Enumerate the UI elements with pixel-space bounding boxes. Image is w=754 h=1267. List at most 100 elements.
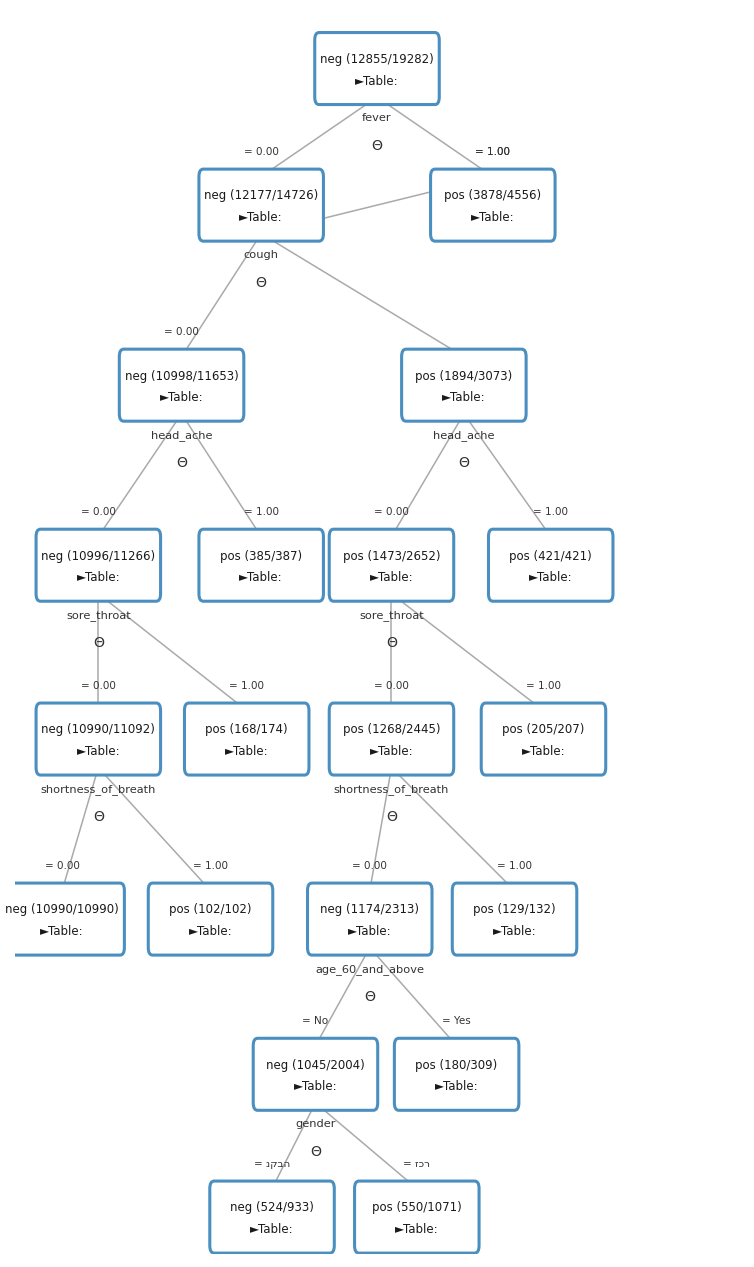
Text: pos (1268/2445): pos (1268/2445) — [343, 723, 440, 736]
Text: ►Table:: ►Table: — [471, 212, 515, 224]
Text: pos (421/421): pos (421/421) — [510, 550, 592, 563]
FancyBboxPatch shape — [308, 883, 432, 955]
FancyBboxPatch shape — [36, 703, 161, 775]
Text: pos (550/1071): pos (550/1071) — [372, 1201, 461, 1215]
Text: pos (129/132): pos (129/132) — [474, 903, 556, 916]
Text: = 1.00: = 1.00 — [229, 680, 264, 691]
Text: = 1.00: = 1.00 — [526, 680, 561, 691]
Text: head_ache: head_ache — [433, 430, 495, 441]
Text: pos (180/309): pos (180/309) — [415, 1059, 498, 1072]
Text: ►Table:: ►Table: — [369, 571, 413, 584]
FancyBboxPatch shape — [0, 883, 124, 955]
Text: ►Table:: ►Table: — [522, 745, 566, 758]
Text: pos (1894/3073): pos (1894/3073) — [415, 370, 513, 383]
FancyBboxPatch shape — [481, 703, 605, 775]
FancyBboxPatch shape — [314, 33, 440, 105]
Text: neg (10990/11092): neg (10990/11092) — [41, 723, 155, 736]
Text: ►Table:: ►Table: — [293, 1081, 337, 1093]
Text: = 1.00: = 1.00 — [475, 147, 510, 157]
Text: = 0.00: = 0.00 — [374, 507, 409, 517]
Text: = 0.00: = 0.00 — [164, 327, 199, 337]
Text: pos (168/174): pos (168/174) — [205, 723, 288, 736]
Text: ►Table:: ►Table: — [239, 571, 283, 584]
Text: ►Table:: ►Table: — [239, 212, 283, 224]
Text: ►Table:: ►Table: — [225, 745, 268, 758]
Text: neg (1174/2313): neg (1174/2313) — [320, 903, 419, 916]
Text: pos (102/102): pos (102/102) — [169, 903, 252, 916]
FancyBboxPatch shape — [354, 1181, 479, 1253]
Text: = 1.00: = 1.00 — [193, 860, 228, 870]
Text: sore_throat: sore_throat — [359, 609, 424, 621]
Text: neg (12177/14726): neg (12177/14726) — [204, 190, 318, 203]
Text: ►Table:: ►Table: — [250, 1223, 294, 1237]
Text: ►Table:: ►Table: — [355, 75, 399, 87]
Text: neg (10998/11653): neg (10998/11653) — [124, 370, 238, 383]
Text: ►Table:: ►Table: — [492, 925, 536, 938]
Text: Θ: Θ — [93, 636, 104, 650]
Text: ►Table:: ►Table: — [442, 392, 486, 404]
Text: = 0.00: = 0.00 — [81, 680, 116, 691]
Text: ►Table:: ►Table: — [188, 925, 232, 938]
Text: pos (385/387): pos (385/387) — [220, 550, 302, 563]
Text: pos (3878/4556): pos (3878/4556) — [444, 190, 541, 203]
FancyBboxPatch shape — [489, 530, 613, 602]
Text: = 0.00: = 0.00 — [374, 680, 409, 691]
Text: neg (524/933): neg (524/933) — [230, 1201, 314, 1215]
Text: = No: = No — [302, 1016, 329, 1026]
Text: ►Table:: ►Table: — [395, 1223, 439, 1237]
Text: sore_throat: sore_throat — [66, 609, 130, 621]
Text: ►Table:: ►Table: — [435, 1081, 479, 1093]
Text: = 0.00: = 0.00 — [244, 147, 279, 157]
FancyBboxPatch shape — [452, 883, 577, 955]
Text: head_ache: head_ache — [151, 430, 213, 441]
FancyBboxPatch shape — [329, 530, 454, 602]
Text: pos (1473/2652): pos (1473/2652) — [343, 550, 440, 563]
Text: Θ: Θ — [310, 1145, 321, 1159]
FancyBboxPatch shape — [119, 350, 244, 421]
Text: Θ: Θ — [386, 810, 397, 824]
Text: neg (1045/2004): neg (1045/2004) — [266, 1059, 365, 1072]
Text: = 1.00: = 1.00 — [244, 507, 279, 517]
Text: shortness_of_breath: shortness_of_breath — [334, 784, 449, 794]
Text: = 0.00: = 0.00 — [44, 860, 80, 870]
Text: Θ: Θ — [93, 810, 104, 824]
FancyBboxPatch shape — [199, 169, 323, 241]
Text: cough: cough — [244, 250, 279, 260]
Text: pos (205/207): pos (205/207) — [502, 723, 584, 736]
Text: age_60_and_above: age_60_and_above — [315, 964, 425, 974]
Text: neg (12855/19282): neg (12855/19282) — [320, 53, 434, 66]
Text: = 1.00: = 1.00 — [533, 507, 569, 517]
Text: ►Table:: ►Table: — [76, 571, 120, 584]
Text: ►Table:: ►Table: — [76, 745, 120, 758]
Text: fever: fever — [362, 113, 392, 123]
FancyBboxPatch shape — [199, 530, 323, 602]
Text: Θ: Θ — [364, 990, 375, 1003]
Text: Θ: Θ — [256, 276, 267, 290]
FancyBboxPatch shape — [149, 883, 273, 955]
Text: ►Table:: ►Table: — [348, 925, 391, 938]
FancyBboxPatch shape — [36, 530, 161, 602]
FancyBboxPatch shape — [253, 1038, 378, 1110]
Text: Θ: Θ — [458, 456, 469, 470]
Text: = 0.00: = 0.00 — [352, 860, 388, 870]
Text: = 1.00: = 1.00 — [475, 147, 510, 157]
Text: = Yes: = Yes — [443, 1016, 471, 1026]
Text: = 1.00: = 1.00 — [497, 860, 532, 870]
FancyBboxPatch shape — [394, 1038, 519, 1110]
Text: Θ: Θ — [176, 456, 187, 470]
Text: = נקבה: = נקבה — [254, 1158, 290, 1168]
Text: shortness_of_breath: shortness_of_breath — [41, 784, 156, 794]
Text: ►Table:: ►Table: — [160, 392, 204, 404]
Text: ►Table:: ►Table: — [40, 925, 84, 938]
Text: Θ: Θ — [386, 636, 397, 650]
FancyBboxPatch shape — [210, 1181, 334, 1253]
Text: = זכר: = זכר — [403, 1158, 431, 1168]
Text: = 0.00: = 0.00 — [81, 507, 116, 517]
FancyBboxPatch shape — [185, 703, 309, 775]
Text: neg (10990/10990): neg (10990/10990) — [5, 903, 119, 916]
Text: gender: gender — [296, 1119, 336, 1129]
Text: ►Table:: ►Table: — [529, 571, 572, 584]
FancyBboxPatch shape — [431, 169, 555, 241]
Text: ►Table:: ►Table: — [369, 745, 413, 758]
FancyBboxPatch shape — [329, 703, 454, 775]
